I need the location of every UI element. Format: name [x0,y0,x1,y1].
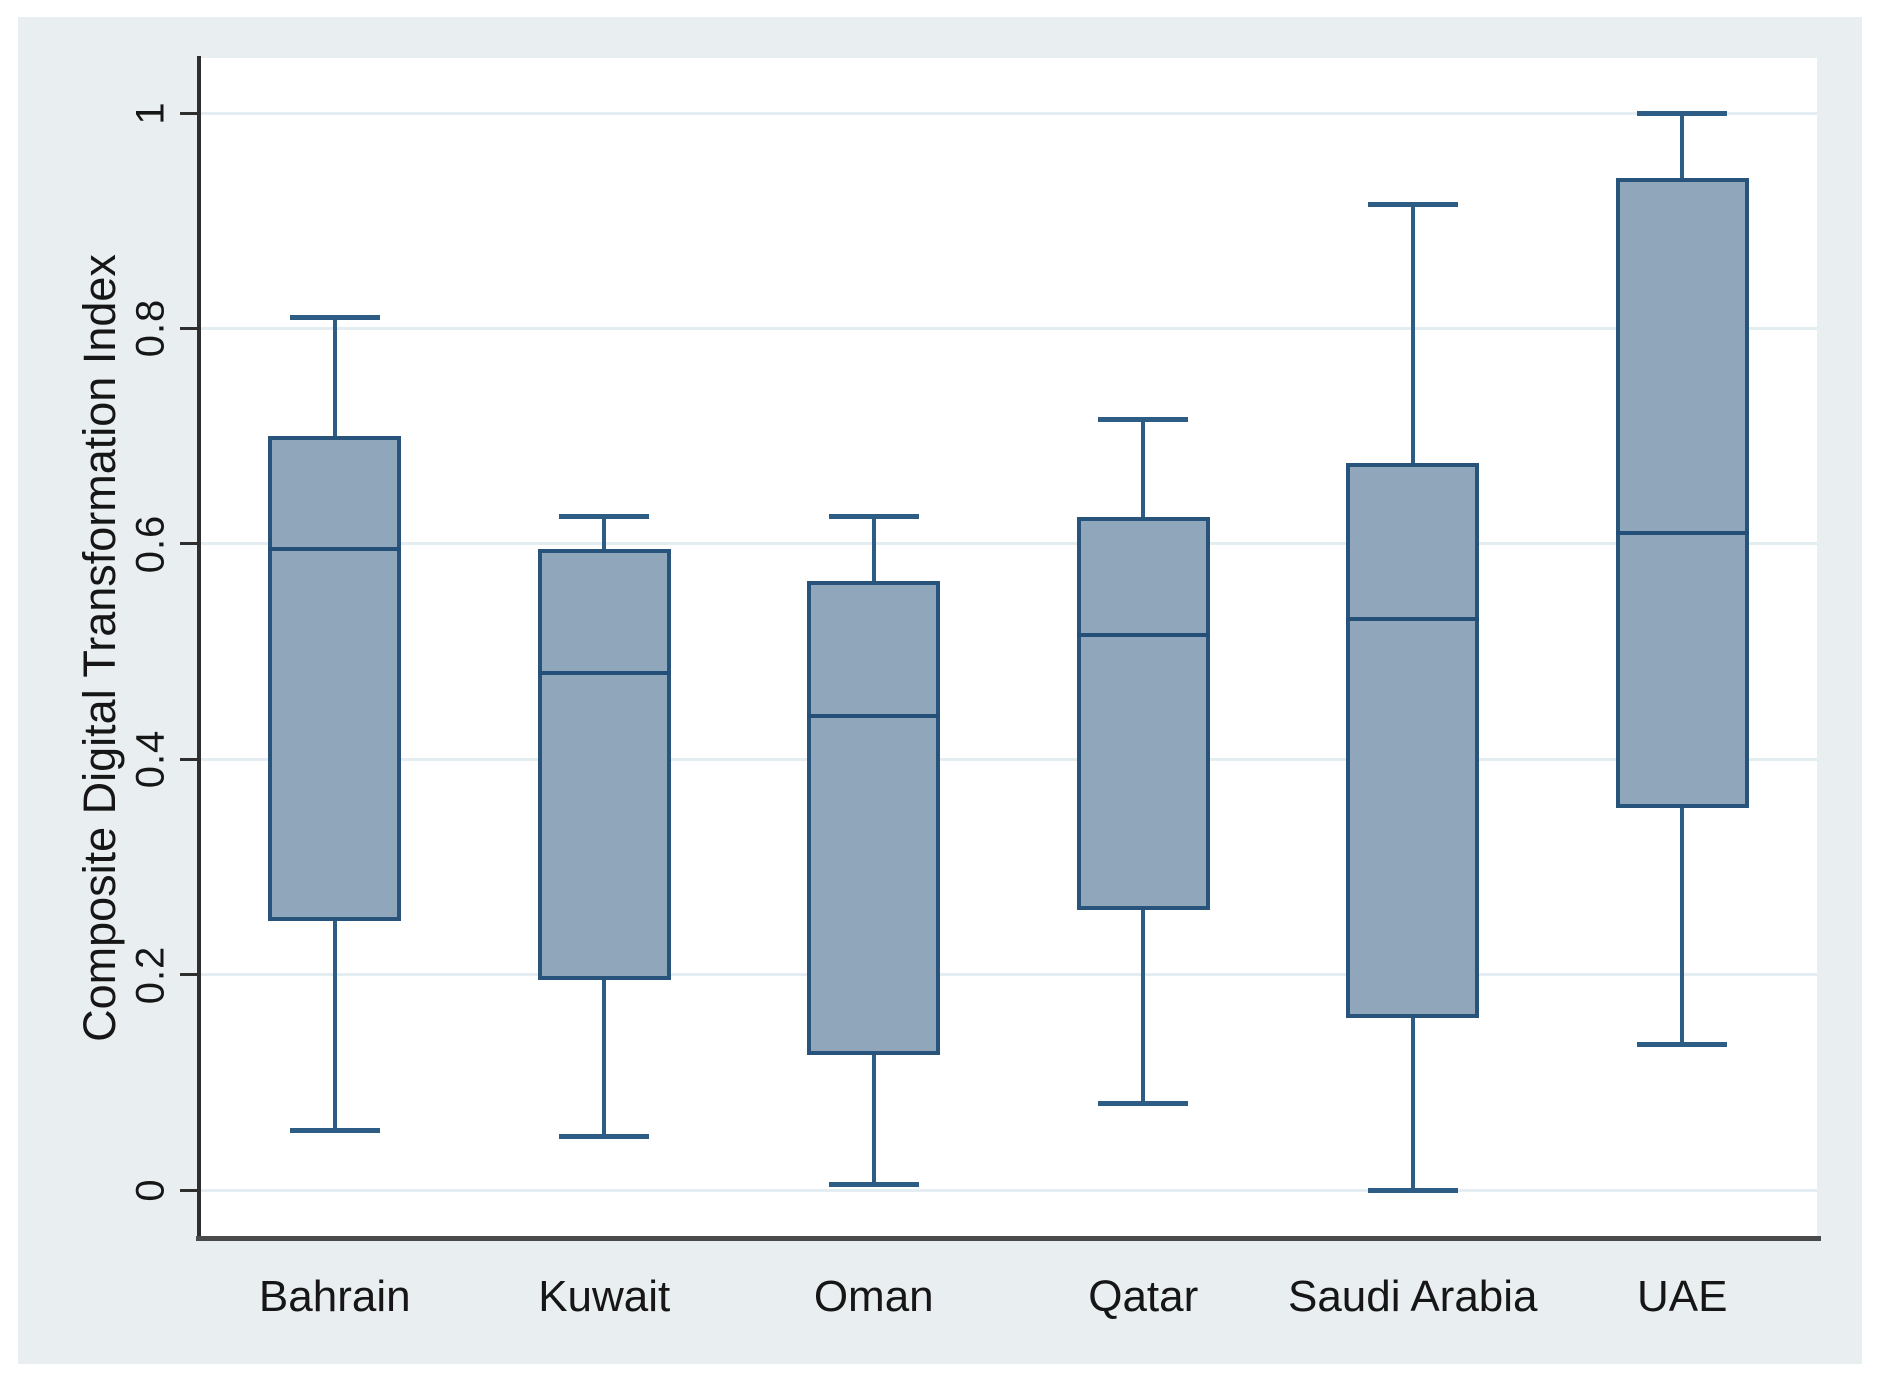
box-body-oman [807,581,941,1056]
x-category-label-bahrain: Bahrain [258,1272,411,1321]
y-tick-label: 0.6 [128,514,173,574]
x-category-label-qatar: Qatar [1088,1272,1199,1321]
whisker-cap-lower-kuwait [559,1133,650,1139]
gridline [200,757,1817,761]
y-axis-title: Composite Digital Transformation Index [74,254,125,1042]
whisker-cap-lower-uae [1637,1042,1728,1048]
box-median-uae [1615,531,1749,536]
whisker-cap-upper-uae [1637,110,1728,116]
whisker-lower-uae [1680,807,1685,1045]
x-category-label-saudi-arabia: Saudi Arabia [1287,1272,1538,1321]
box-median-kuwait [537,671,671,676]
y-tick [180,1188,200,1192]
whisker-lower-qatar [1141,909,1146,1104]
x-category-label-uae: UAE [1637,1272,1728,1321]
box-median-bahrain [268,547,402,552]
whisker-upper-saudi-arabia [1410,204,1415,463]
whisker-cap-lower-qatar [1098,1101,1189,1107]
box-body-kuwait [537,549,671,980]
x-category-label-kuwait: Kuwait [538,1272,671,1321]
whisker-cap-upper-saudi-arabia [1367,202,1458,208]
y-axis-line [197,56,201,1240]
y-tick-label: 0.4 [128,729,173,789]
y-tick-label: 0.8 [128,299,173,358]
whisker-lower-kuwait [602,979,607,1137]
gridline [200,326,1817,330]
box-body-uae [1615,177,1749,808]
y-tick [180,973,200,977]
whisker-cap-lower-oman [828,1182,919,1188]
x-category-label-oman: Oman [813,1272,934,1321]
y-tick-label: 0.2 [128,945,173,1004]
whisker-cap-upper-oman [828,514,919,520]
x-axis-line [196,1236,1821,1241]
gridline [200,542,1817,546]
box-body-qatar [1076,516,1210,910]
gridline [200,1188,1817,1192]
whisker-upper-oman [871,516,876,582]
gridline [200,973,1817,977]
plot-area [200,58,1817,1238]
y-tick-label: 0 [128,1178,173,1202]
y-tick [180,757,200,761]
whisker-cap-upper-kuwait [559,514,650,520]
y-tick [180,111,200,115]
y-tick [180,326,200,330]
box-median-oman [807,714,941,719]
box-median-saudi-arabia [1346,617,1480,622]
whisker-lower-oman [871,1055,876,1185]
y-tick-label: 1 [128,101,173,125]
whisker-lower-saudi-arabia [1410,1017,1415,1190]
whisker-upper-bahrain [332,317,337,437]
whisker-upper-qatar [1141,419,1146,517]
whisker-cap-upper-bahrain [289,315,380,321]
whisker-cap-lower-bahrain [289,1128,380,1134]
whisker-cap-upper-qatar [1098,417,1189,423]
whisker-lower-bahrain [332,920,337,1131]
box-median-qatar [1076,633,1210,638]
whisker-upper-uae [1680,113,1685,178]
whisker-cap-lower-saudi-arabia [1367,1187,1458,1193]
gridline [200,111,1817,115]
box-body-bahrain [268,436,402,921]
whisker-upper-kuwait [602,516,607,550]
y-tick [180,542,200,546]
box-body-saudi-arabia [1346,463,1480,1018]
